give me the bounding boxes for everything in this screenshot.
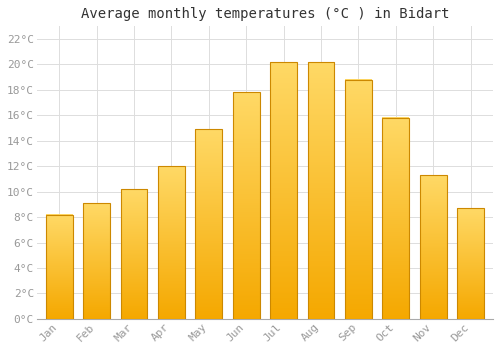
Bar	[232, 92, 260, 319]
Bar	[83, 203, 110, 319]
Bar	[308, 62, 334, 319]
Bar	[270, 62, 297, 319]
Bar	[196, 130, 222, 319]
Bar	[457, 208, 484, 319]
Bar	[420, 175, 446, 319]
Bar	[46, 215, 72, 319]
Bar	[382, 118, 409, 319]
Title: Average monthly temperatures (°C ) in Bidart: Average monthly temperatures (°C ) in Bi…	[80, 7, 449, 21]
Bar	[120, 189, 148, 319]
Bar	[158, 166, 185, 319]
Bar	[345, 80, 372, 319]
